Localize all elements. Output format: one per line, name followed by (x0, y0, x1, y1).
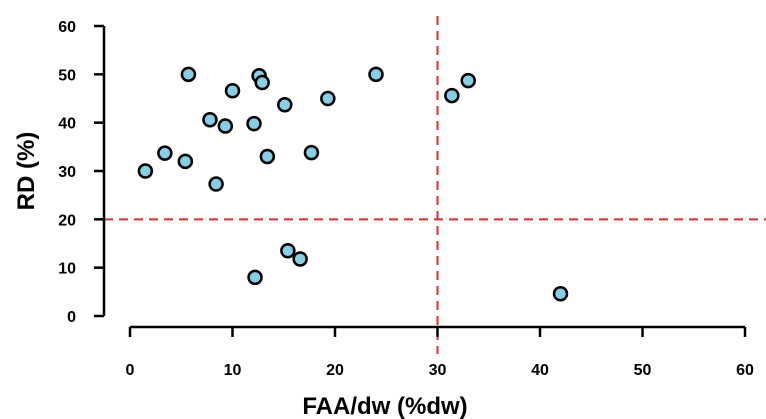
x-axis-title: FAA/dw (%dw) (302, 393, 467, 419)
x-tick-label: 40 (531, 362, 549, 379)
x-tick-label: 30 (429, 362, 447, 379)
data-point (177, 153, 194, 170)
x-tick-label: 10 (224, 362, 242, 379)
y-tick-label: 0 (67, 309, 76, 326)
data-point (217, 118, 234, 134)
x-tick-label: 60 (736, 362, 754, 379)
data-point (247, 269, 263, 286)
data-point (137, 163, 154, 179)
y-tick-label: 50 (58, 67, 76, 84)
reference-lines (104, 16, 766, 354)
data-point (277, 97, 293, 113)
data-point (259, 148, 276, 165)
x-tick-label: 20 (326, 362, 344, 379)
data-point (280, 243, 296, 259)
data-point (444, 87, 460, 104)
data-point (552, 286, 569, 302)
data-points (137, 66, 569, 302)
data-point (157, 145, 173, 161)
x-tick-label: 50 (634, 362, 652, 379)
y-tick-label: 40 (58, 116, 76, 133)
data-point (224, 83, 241, 99)
x-tick-label: 0 (126, 362, 135, 379)
data-point (246, 115, 262, 132)
y-tick-label: 60 (58, 19, 76, 36)
data-point (460, 72, 476, 89)
data-point (303, 144, 320, 161)
data-point (368, 66, 384, 83)
data-point (292, 251, 308, 267)
data-point (180, 66, 197, 83)
data-point (254, 74, 270, 91)
data-point (320, 90, 336, 107)
data-point (208, 176, 224, 192)
data-point (202, 112, 218, 128)
y-axis-title: RD (%) (13, 132, 40, 211)
y-tick-label: 10 (58, 261, 76, 278)
y-axis: 0 10 20 30 40 50 60 (58, 19, 106, 326)
x-axis: 0 10 20 30 40 50 60 (126, 325, 754, 379)
y-tick-label: 30 (58, 164, 76, 181)
y-tick-label: 20 (58, 212, 76, 229)
